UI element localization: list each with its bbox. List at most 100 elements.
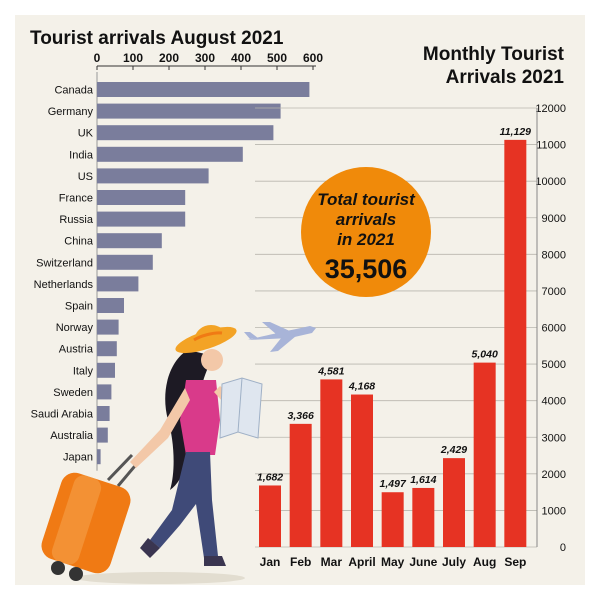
country-x-tick-label: 300 <box>195 51 215 65</box>
arrivals-by-country-chart: Tourist arrivals August 2021 0 100 200 300 4… <box>30 28 323 471</box>
monthly-y-tick-label: 5000 <box>542 359 566 371</box>
country-bar <box>97 406 110 421</box>
country-x-tick-label: 0 <box>94 51 101 65</box>
country-bar <box>97 276 139 292</box>
country-label: Canada <box>54 85 93 97</box>
country-bar <box>97 146 243 162</box>
country-label: France <box>59 193 93 205</box>
total-line3: in 2021 <box>337 230 395 249</box>
monthly-y-tick-label: 0 <box>560 542 566 554</box>
monthly-x-tick-label: Jan <box>260 555 281 569</box>
country-bar <box>97 103 281 119</box>
monthly-bar <box>320 379 343 547</box>
country-bar <box>97 233 162 249</box>
total-value: 35,506 <box>325 254 408 284</box>
monthly-value-label: 4,168 <box>348 381 375 393</box>
monthly-value-label: 2,429 <box>440 444 467 456</box>
country-label: Sweden <box>53 387 93 399</box>
monthly-x-tick-label: April <box>348 555 375 569</box>
country-bar <box>97 254 153 270</box>
monthly-y-tick-label: 8000 <box>542 249 566 261</box>
monthly-bar <box>473 362 496 547</box>
country-bars: Canada Germany UK India US France Russia China S… <box>31 82 310 465</box>
monthly-y-tick-label: 4000 <box>542 396 566 408</box>
country-label: Germany <box>48 106 94 118</box>
country-x-tick-label: 100 <box>123 51 143 65</box>
monthly-value-label: 3,366 <box>288 410 314 422</box>
monthly-x-tick-label: Aug <box>473 555 496 569</box>
monthly-x-tick-label: May <box>381 555 405 569</box>
monthly-bar <box>351 394 373 547</box>
monthly-bar <box>289 423 312 547</box>
country-label: Austria <box>59 344 94 356</box>
total-circle <box>301 167 431 297</box>
monthly-bar <box>504 139 527 548</box>
monthly-bar <box>443 458 465 547</box>
monthly-chart-title-line1: Monthly Tourist <box>423 44 565 65</box>
country-bar <box>97 362 115 378</box>
monthly-bar <box>259 485 281 547</box>
suitcase-icon <box>41 453 142 581</box>
airplane-icon <box>244 322 316 352</box>
total-line2: arrivals <box>336 210 397 229</box>
country-bar <box>97 427 108 443</box>
country-label: Netherlands <box>34 279 94 291</box>
country-label: India <box>69 149 94 161</box>
country-x-tick-label: 500 <box>267 51 287 65</box>
monthly-y-tick-label: 7000 <box>542 286 566 298</box>
country-label: Russia <box>59 214 94 226</box>
country-bar <box>97 384 112 400</box>
country-bar <box>97 190 186 205</box>
monthly-x-tick-label: Sep <box>504 555 526 569</box>
monthly-y-tick-label: 3000 <box>542 432 566 444</box>
country-bar <box>97 341 117 357</box>
monthly-x-tick-label: Mar <box>321 555 343 569</box>
country-bar <box>97 125 274 141</box>
country-label: US <box>78 171 93 183</box>
country-x-tick-label: 600 <box>303 51 323 65</box>
monthly-chart-title-line2: Arrivals 2021 <box>446 67 565 88</box>
monthly-x-tick-label: Feb <box>290 555 311 569</box>
monthly-bars: 1,682 Jan 3,366 Feb 4,581 Mar 4,168 April 1,497 M… <box>257 126 531 569</box>
country-label: Japan <box>63 452 93 464</box>
monthly-x-tick-label: July <box>442 555 466 569</box>
monthly-value-label: 5,040 <box>472 349 498 361</box>
total-callout: Total tourist arrivals in 2021 35,506 <box>301 167 431 297</box>
country-bar <box>97 168 209 184</box>
country-label: Switzerland <box>36 257 93 269</box>
map-icon <box>219 377 263 439</box>
country-bar <box>97 298 124 313</box>
woman-traveler-icon <box>41 325 263 584</box>
monthly-value-label: 1,682 <box>257 471 283 483</box>
country-chart-title: Tourist arrivals August 2021 <box>30 28 284 49</box>
country-label: Australia <box>50 430 94 442</box>
monthly-y-tick-label: 10000 <box>535 176 566 188</box>
monthly-arrivals-chart: Monthly Tourist Arrivals 2021 0 1000 2000 3… <box>255 44 566 569</box>
monthly-value-label: 1,614 <box>410 474 436 486</box>
country-label: Saudi Arabia <box>31 409 94 421</box>
monthly-y-tick-label: 1000 <box>542 505 566 517</box>
country-bar <box>97 211 186 227</box>
total-line1: Total tourist <box>317 190 416 209</box>
monthly-y-tick-label: 9000 <box>542 213 566 225</box>
country-label: Norway <box>56 322 94 334</box>
monthly-value-label: 11,129 <box>500 126 531 138</box>
country-label: Spain <box>65 301 93 313</box>
monthly-bar <box>412 487 435 547</box>
monthly-value-label: 4,581 <box>317 365 344 377</box>
country-bar <box>97 82 310 97</box>
country-x-tick-label: 200 <box>159 51 179 65</box>
country-label: UK <box>78 128 94 140</box>
monthly-y-tick-label: 12000 <box>535 103 566 115</box>
country-x-tick-label: 400 <box>231 51 251 65</box>
country-bar <box>97 319 119 335</box>
monthly-x-tick-label: June <box>409 555 437 569</box>
country-label: Italy <box>73 365 94 377</box>
monthly-y-tick-label: 2000 <box>542 469 566 481</box>
monthly-bar <box>381 492 404 547</box>
country-label: China <box>64 236 94 248</box>
monthly-y-tick-label: 11000 <box>536 140 566 152</box>
monthly-y-tick-label: 6000 <box>542 323 566 335</box>
